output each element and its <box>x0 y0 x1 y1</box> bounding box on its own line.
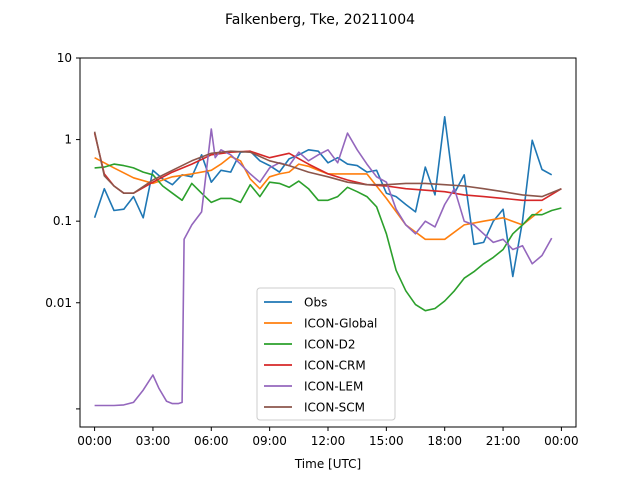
legend-label: ICON-Global <box>304 317 377 331</box>
chart-title: Falkenberg, Tke, 20211004 <box>225 12 415 28</box>
series-line-icon-scm <box>93 131 562 198</box>
y-tick-label: 10 <box>57 51 72 65</box>
legend-label: Obs <box>304 296 327 310</box>
y-tick-label: 0.01 <box>45 296 72 310</box>
legend-box <box>256 287 396 421</box>
legend-label: ICON-SCM <box>304 401 365 415</box>
x-tick-label: 12:00 <box>311 434 346 448</box>
x-tick-label: 03:00 <box>136 434 171 448</box>
legend-label: ICON-LEM <box>304 380 363 394</box>
legend: Obs ICON-Global ICON-D2 ICON-CRM ICON-LEM ICO… <box>256 287 396 421</box>
series-line-icon-global <box>94 155 543 241</box>
series-line-icon-d2 <box>94 163 562 312</box>
x-tick-label: 09:00 <box>252 434 287 448</box>
x-axis: 00:00 03:00 06:00 09:00 12:00 15:00 18:00 21:00… <box>77 427 579 448</box>
y-tick-label: 0.1 <box>53 214 72 228</box>
x-tick-label: 15:00 <box>369 434 404 448</box>
x-tick-label: 06:00 <box>194 434 229 448</box>
legend-label: ICON-D2 <box>304 338 356 352</box>
x-tick-label: 00:00 <box>77 434 112 448</box>
series-line-icon-lem <box>94 128 553 407</box>
x-tick-label: 18:00 <box>427 434 462 448</box>
x-tick-label: 21:00 <box>486 434 521 448</box>
plot-area <box>93 116 562 407</box>
x-axis-label: Time [UTC] <box>294 457 361 471</box>
series-line-obs <box>93 116 553 278</box>
y-tick-label: 1 <box>64 133 72 147</box>
x-tick-label: 00:00 <box>544 434 579 448</box>
legend-label: ICON-CRM <box>304 359 366 373</box>
y-axis: 0.01 0.1 1 10 <box>45 51 80 410</box>
